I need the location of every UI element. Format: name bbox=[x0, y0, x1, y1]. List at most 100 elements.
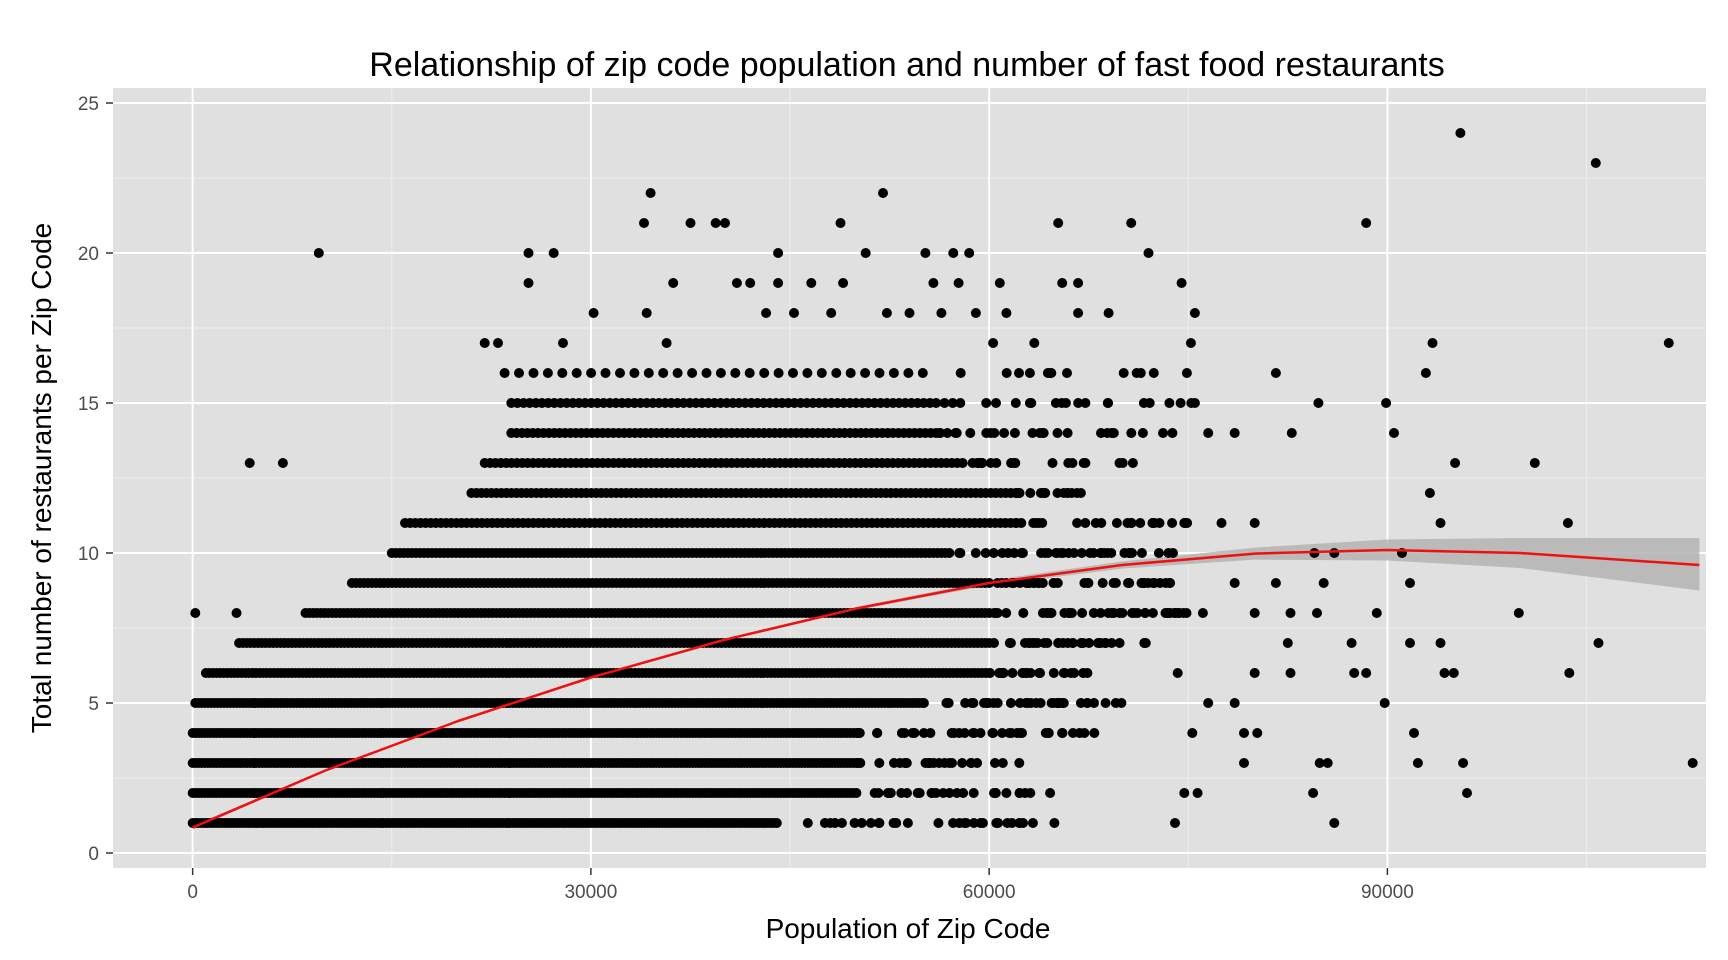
data-point bbox=[802, 818, 813, 828]
data-point bbox=[1318, 578, 1329, 588]
data-point bbox=[1034, 668, 1045, 678]
data-point bbox=[917, 368, 928, 378]
data-point bbox=[968, 788, 979, 798]
data-point bbox=[1147, 608, 1158, 618]
data-point bbox=[948, 248, 959, 258]
data-point bbox=[990, 788, 1001, 798]
data-point bbox=[1448, 668, 1459, 678]
data-point bbox=[1346, 638, 1357, 648]
data-point bbox=[1074, 728, 1085, 738]
x-tick-label: 30000 bbox=[564, 882, 617, 903]
data-point bbox=[965, 758, 976, 768]
data-point bbox=[773, 278, 784, 288]
data-point bbox=[1192, 788, 1203, 798]
data-point bbox=[1066, 608, 1077, 618]
data-point bbox=[523, 248, 534, 258]
data-point bbox=[701, 368, 712, 378]
data-point bbox=[991, 818, 1002, 828]
data-point bbox=[771, 818, 782, 828]
confidence-band bbox=[192, 538, 1700, 830]
y-axis-title: Total number of restaurants per Zip Code bbox=[26, 223, 57, 733]
data-point bbox=[773, 248, 784, 258]
data-point bbox=[966, 698, 977, 708]
data-point bbox=[1282, 638, 1293, 648]
data-point bbox=[881, 308, 892, 318]
data-point bbox=[231, 608, 242, 618]
data-point bbox=[1057, 278, 1068, 288]
data-point bbox=[1590, 158, 1601, 168]
data-point bbox=[835, 218, 846, 228]
data-point bbox=[1187, 728, 1198, 738]
data-point bbox=[1139, 578, 1150, 588]
data-point bbox=[788, 368, 798, 378]
data-point bbox=[313, 248, 324, 258]
data-point bbox=[935, 428, 946, 438]
data-point bbox=[479, 338, 490, 348]
data-point bbox=[1249, 518, 1260, 528]
data-point bbox=[1189, 308, 1200, 318]
data-point bbox=[493, 338, 503, 348]
data-point bbox=[1037, 518, 1048, 528]
data-point bbox=[730, 368, 741, 378]
data-point bbox=[1420, 368, 1431, 378]
data-point bbox=[1056, 398, 1067, 408]
data-point bbox=[948, 818, 959, 828]
data-point bbox=[1450, 458, 1461, 468]
data-point bbox=[891, 818, 902, 828]
data-point bbox=[931, 398, 942, 408]
data-point bbox=[1027, 638, 1038, 648]
data-point bbox=[1049, 818, 1060, 828]
data-point bbox=[1025, 488, 1036, 498]
data-point bbox=[523, 278, 534, 288]
data-point bbox=[997, 758, 1008, 768]
data-point bbox=[907, 728, 918, 738]
data-point bbox=[1139, 638, 1150, 648]
data-point bbox=[1066, 488, 1077, 498]
x-tick-label: 90000 bbox=[1361, 882, 1414, 903]
data-point bbox=[957, 458, 968, 468]
data-point bbox=[1167, 428, 1178, 438]
data-point bbox=[1024, 368, 1035, 378]
data-point bbox=[1239, 758, 1249, 768]
data-point bbox=[588, 308, 599, 318]
data-point bbox=[1329, 818, 1340, 828]
data-point bbox=[1126, 218, 1137, 228]
y-tick-label: 20 bbox=[78, 244, 99, 265]
data-point bbox=[1111, 518, 1122, 528]
data-point bbox=[1173, 608, 1184, 618]
data-point bbox=[685, 218, 696, 228]
data-point bbox=[1185, 338, 1196, 348]
data-point bbox=[1285, 668, 1296, 678]
data-point bbox=[1080, 398, 1091, 408]
data-point bbox=[878, 188, 888, 198]
data-point bbox=[1163, 548, 1174, 558]
data-point bbox=[981, 398, 992, 408]
data-point bbox=[1007, 818, 1017, 828]
data-point bbox=[1110, 578, 1121, 588]
data-point bbox=[1147, 518, 1158, 528]
data-point bbox=[944, 548, 955, 558]
data-point bbox=[1047, 458, 1058, 468]
data-point bbox=[1124, 548, 1135, 558]
data-point bbox=[1103, 308, 1114, 318]
data-point bbox=[1095, 638, 1106, 648]
data-point bbox=[1135, 368, 1146, 378]
data-point bbox=[1036, 548, 1047, 558]
data-point bbox=[1014, 818, 1025, 828]
data-point bbox=[1073, 398, 1084, 408]
data-point bbox=[941, 698, 952, 708]
data-point bbox=[988, 548, 999, 558]
data-point bbox=[558, 338, 568, 348]
data-point bbox=[989, 638, 999, 648]
data-point bbox=[955, 548, 966, 558]
data-point bbox=[1110, 698, 1121, 708]
data-point bbox=[641, 308, 652, 318]
data-point bbox=[1172, 668, 1183, 678]
data-point bbox=[856, 818, 867, 828]
data-point bbox=[720, 218, 730, 228]
data-point bbox=[845, 368, 856, 378]
data-point bbox=[1027, 428, 1038, 438]
data-point bbox=[1462, 788, 1472, 798]
data-point bbox=[989, 428, 1000, 438]
data-point bbox=[994, 278, 1005, 288]
